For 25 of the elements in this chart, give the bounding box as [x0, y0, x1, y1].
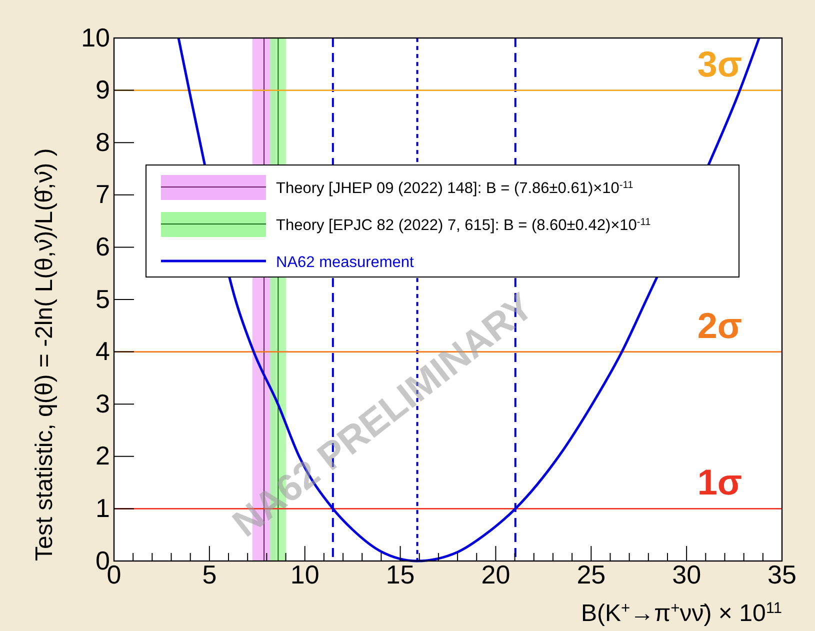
- y-tick-label: 7: [96, 179, 110, 210]
- ref-line-label: 3σ: [697, 43, 742, 84]
- y-tick-label: 4: [96, 336, 110, 366]
- ref-line-label: 2σ: [697, 304, 742, 346]
- band-label: Theory [EPJC 82 (2022) 7, 615]: B = (8.60±0.42)×10$^{-11}$: [276, 216, 652, 234]
- y-tick-label: 8: [96, 126, 110, 157]
- band-label: Theory [JHEP 09 (2022) 148]: B = (7.86±0.61)×10$^{-11}$: [276, 180, 634, 197]
- x-axis-title: B(K$^{+}$→π$^{+}$νν̄) × 10$^{11}$: [580, 600, 782, 627]
- x-tick-label: 5: [202, 559, 217, 590]
- y-tick-label: 3: [96, 388, 110, 418]
- x-tick-label: 15: [386, 559, 415, 590]
- y-tick-label: 6: [96, 232, 110, 262]
- text: NA62 measurement: [276, 254, 415, 271]
- x-tick-label: 20: [481, 559, 510, 590]
- x-tick-label: 25: [576, 559, 606, 590]
- x-tick-label: 10: [290, 559, 320, 590]
- ref-line-label: 1σ: [697, 462, 742, 503]
- y-tick-label: 5: [96, 284, 110, 314]
- x-tick-label: 35: [768, 559, 796, 590]
- x-tick-label: 30: [672, 559, 702, 590]
- y-tick-label: 10: [81, 22, 110, 52]
- y-tick-label: 2: [96, 440, 110, 471]
- y-axis-title: Test statistic, q(θ) = -2ln( L(θ,ν̂̂)/L(θ̂,ν̂) ): [31, 148, 58, 561]
- y-tick-label: 9: [96, 74, 110, 105]
- y-tick-label: 1: [96, 493, 110, 524]
